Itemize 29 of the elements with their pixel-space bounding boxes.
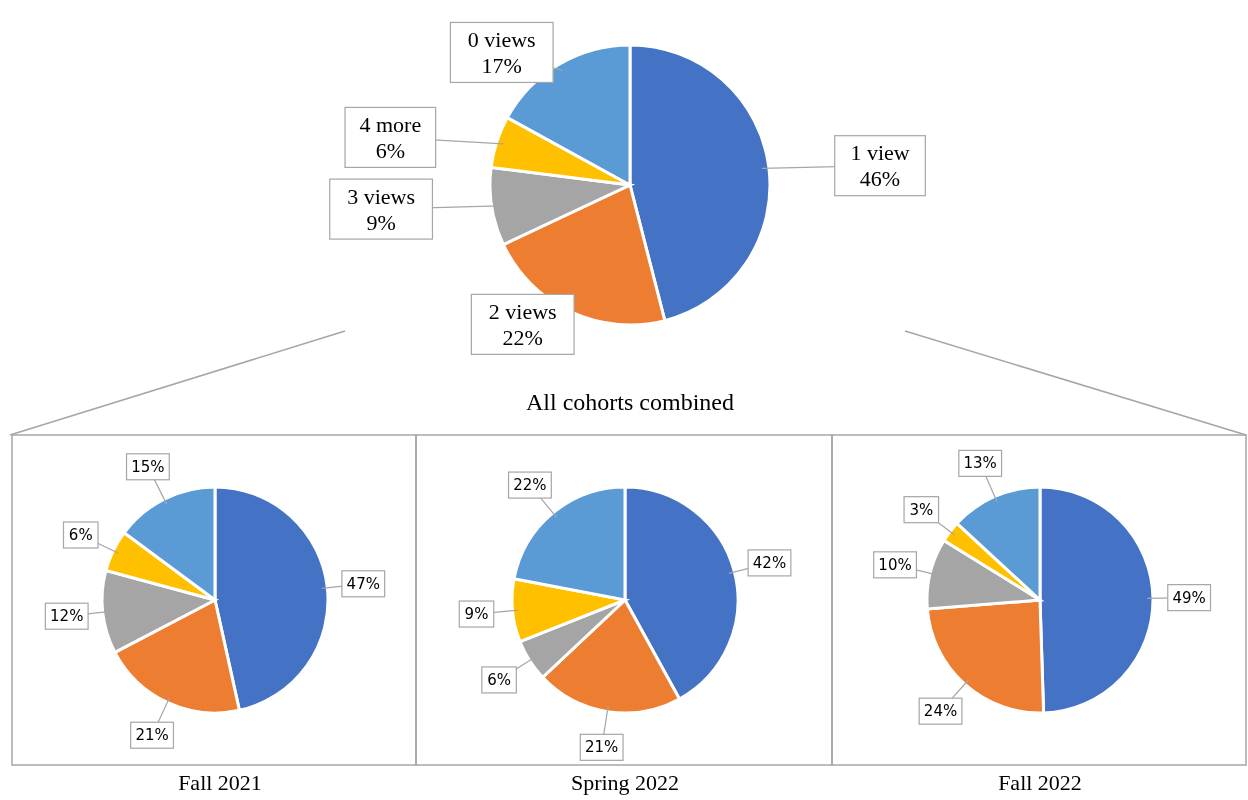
- data-label: 47%: [346, 574, 380, 593]
- data-label: 49%: [1172, 588, 1206, 607]
- data-label: 15%: [131, 457, 165, 476]
- text: All cohorts combined: [526, 389, 734, 415]
- data-label: 6%: [375, 137, 405, 163]
- data-label: 12%: [50, 607, 84, 626]
- data-label: 21%: [135, 726, 169, 745]
- data-label: 46%: [859, 166, 901, 192]
- data-label: 9%: [464, 605, 489, 624]
- slice-label: 2 views: [488, 298, 557, 324]
- data-label: 21%: [584, 738, 619, 757]
- text: Fall 2022: [998, 770, 1082, 795]
- data-label: 9%: [366, 209, 396, 235]
- text: Fall 2021: [178, 770, 262, 795]
- data-label: 22%: [502, 324, 543, 350]
- data-label: 10%: [878, 555, 912, 574]
- data-label: 13%: [963, 454, 997, 473]
- data-label: 6%: [68, 525, 93, 544]
- slice-label: 1 view: [850, 140, 910, 166]
- data-label: 3%: [909, 500, 934, 519]
- slice-label: 4 more: [359, 111, 422, 137]
- data-label: 6%: [487, 670, 511, 689]
- data-label: 17%: [481, 52, 522, 78]
- data-label: 24%: [923, 702, 958, 721]
- slice-label: 3 views: [347, 183, 416, 209]
- text: Spring 2022: [570, 770, 680, 795]
- data-label: 42%: [752, 553, 787, 572]
- slice-label: 0 views: [467, 26, 536, 52]
- data-label: 22%: [513, 476, 547, 495]
